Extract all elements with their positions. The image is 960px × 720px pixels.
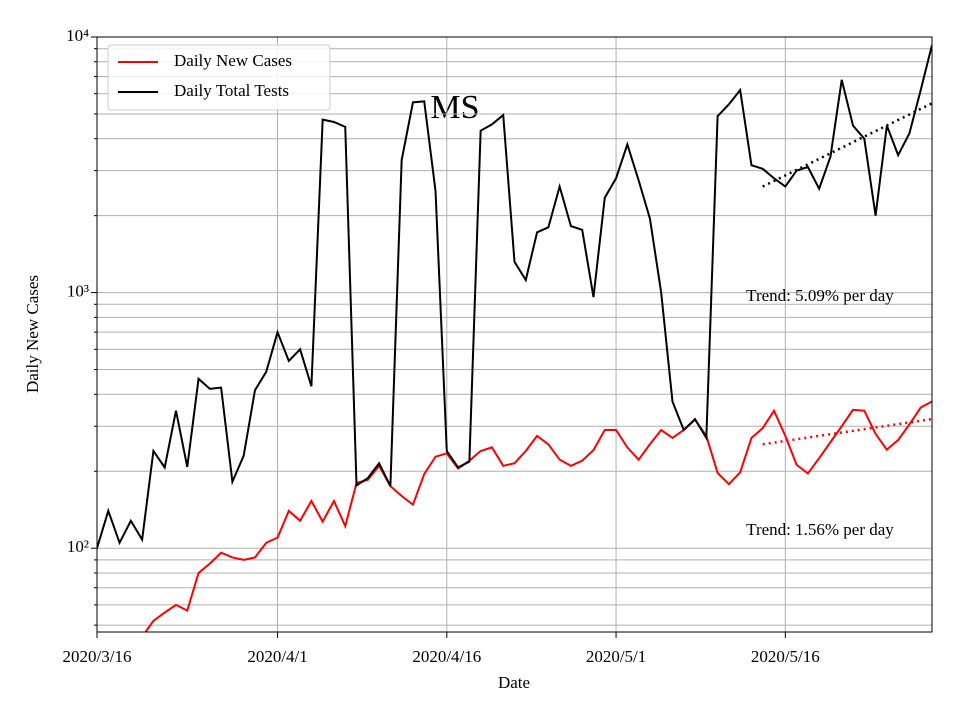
legend-label: Daily New Cases xyxy=(174,51,292,70)
data-line xyxy=(97,44,932,549)
legend: Daily New Cases Daily Total Tests xyxy=(107,44,331,111)
plot-area xyxy=(97,44,932,632)
trend-label: Trend: 1.56% per day xyxy=(746,520,894,539)
x-tick-label: 2020/4/16 xyxy=(412,647,481,666)
y-tick-label: 10⁴ xyxy=(66,26,89,45)
x-tick-label: 2020/5/16 xyxy=(751,647,820,666)
data-line xyxy=(144,400,932,632)
x-axis-label: Date xyxy=(498,673,530,692)
legend-label: Daily Total Tests xyxy=(174,81,289,100)
y-tick-label: 10² xyxy=(67,537,89,556)
y-tick-label: 10³ xyxy=(67,282,89,301)
plot-frame xyxy=(96,36,933,633)
trend-line xyxy=(762,417,932,446)
x-tick-label: 2020/3/16 xyxy=(63,647,132,666)
chart-title: MS xyxy=(430,89,479,126)
x-tick-label: 2020/5/1 xyxy=(586,647,646,666)
trend-line xyxy=(762,102,932,188)
x-tick-label: 2020/4/1 xyxy=(247,647,307,666)
y-axis-label: Daily New Cases xyxy=(23,275,42,393)
trend-label: Trend: 5.09% per day xyxy=(746,286,894,305)
legend-box xyxy=(107,44,331,111)
